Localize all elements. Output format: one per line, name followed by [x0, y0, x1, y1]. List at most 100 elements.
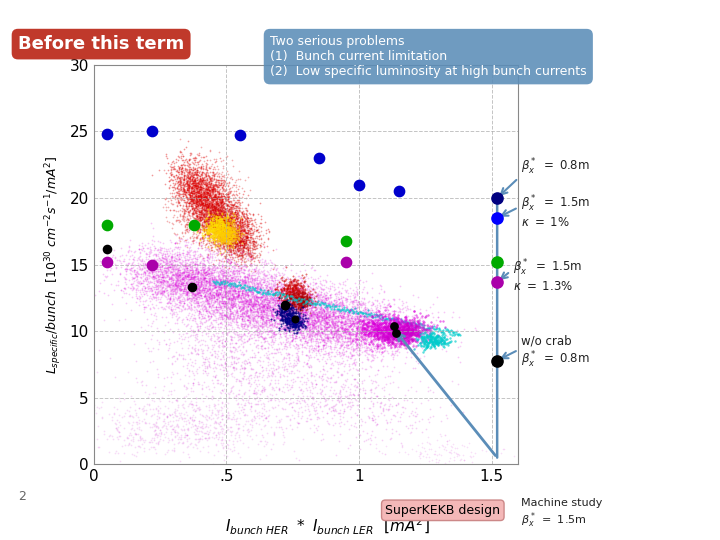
Point	[248, 327, 260, 336]
Point	[169, 404, 181, 413]
Point	[292, 312, 303, 321]
Point	[263, 312, 274, 321]
Point	[215, 217, 227, 226]
Point	[300, 323, 311, 332]
Point	[87, 424, 99, 433]
Point	[199, 313, 210, 321]
Point	[210, 193, 221, 201]
Point	[275, 349, 287, 358]
Point	[206, 306, 217, 314]
Point	[205, 206, 217, 215]
Point	[257, 267, 269, 275]
Point	[244, 238, 256, 246]
Point	[351, 313, 363, 322]
Point	[257, 313, 269, 322]
Point	[199, 207, 210, 215]
Point	[206, 220, 217, 228]
Point	[219, 235, 230, 244]
Point	[332, 321, 343, 330]
Point	[284, 317, 296, 326]
Point	[277, 307, 289, 316]
Point	[429, 338, 441, 346]
Point	[399, 321, 410, 330]
Point	[189, 192, 200, 201]
Point	[315, 335, 326, 343]
Point	[243, 394, 254, 402]
Point	[214, 233, 225, 242]
Point	[204, 206, 215, 214]
Point	[203, 220, 215, 229]
Point	[226, 231, 238, 240]
Point	[398, 323, 410, 332]
Point	[219, 336, 230, 345]
Point	[223, 284, 235, 293]
Point	[225, 213, 236, 221]
Point	[371, 329, 382, 338]
Point	[434, 333, 446, 342]
Point	[294, 302, 306, 310]
Point	[240, 298, 251, 306]
Point	[396, 403, 408, 411]
Point	[300, 314, 311, 323]
Point	[175, 280, 186, 288]
Point	[213, 244, 225, 253]
Point	[225, 235, 236, 244]
Point	[386, 349, 397, 358]
Point	[235, 320, 246, 328]
Point	[135, 290, 147, 299]
Point	[221, 288, 233, 297]
Point	[217, 217, 229, 225]
Point	[237, 235, 248, 244]
Point	[214, 232, 225, 241]
Point	[243, 425, 254, 434]
Point	[135, 378, 147, 387]
Point	[240, 279, 252, 288]
Point	[292, 296, 304, 305]
Point	[168, 289, 179, 298]
Point	[199, 296, 211, 305]
Point	[218, 224, 230, 233]
Point	[292, 319, 304, 327]
Point	[322, 299, 333, 308]
Point	[243, 329, 254, 338]
Point	[205, 214, 217, 222]
Point	[246, 274, 257, 282]
Point	[337, 318, 348, 327]
Point	[295, 303, 307, 312]
Point	[128, 277, 140, 286]
Point	[240, 325, 251, 333]
Point	[171, 397, 183, 406]
Point	[361, 323, 373, 332]
Point	[344, 284, 356, 293]
Point	[186, 195, 197, 204]
Point	[173, 269, 184, 278]
Point	[320, 302, 332, 310]
Point	[430, 338, 441, 347]
Point	[214, 364, 225, 373]
Point	[174, 173, 186, 181]
Point	[269, 297, 281, 306]
Point	[264, 320, 276, 328]
Point	[329, 321, 341, 330]
Point	[310, 380, 321, 389]
Point	[226, 284, 238, 293]
Point	[144, 262, 156, 271]
Point	[310, 383, 321, 391]
Point	[289, 320, 301, 328]
Point	[225, 313, 236, 322]
Point	[248, 237, 260, 245]
Point	[291, 295, 302, 304]
Point	[285, 277, 297, 286]
Point	[222, 389, 234, 398]
Point	[350, 319, 361, 328]
Point	[343, 319, 354, 327]
Point	[232, 217, 243, 225]
Point	[364, 308, 376, 316]
Point	[268, 306, 279, 315]
Point	[207, 200, 218, 209]
Point	[143, 249, 155, 258]
Point	[329, 307, 341, 316]
Point	[372, 324, 383, 333]
Point	[145, 258, 157, 266]
Point	[340, 377, 351, 386]
